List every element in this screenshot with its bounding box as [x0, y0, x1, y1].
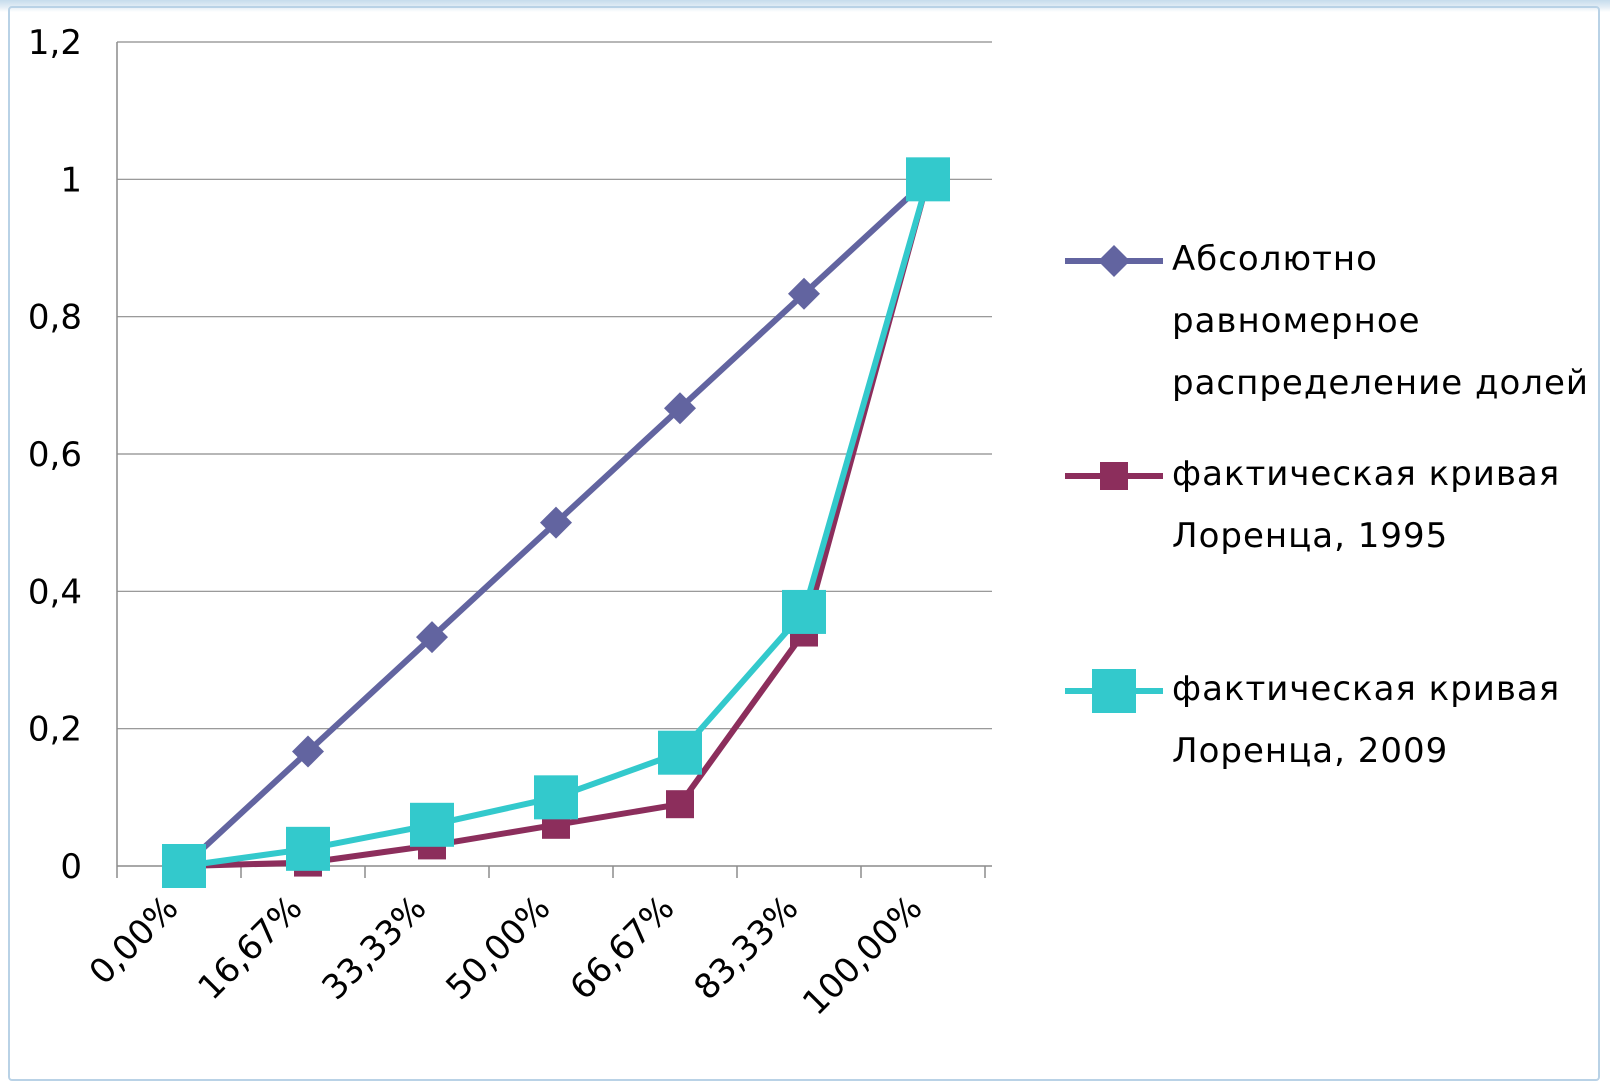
legend-swatch-marker	[1100, 462, 1128, 490]
data-point	[162, 844, 206, 888]
legend-entry: фактическая кривая Лоренца, 1995	[1065, 454, 1560, 556]
data-point	[540, 506, 572, 539]
x-tick-label: 33,33%	[314, 888, 434, 1008]
legend-label: Лоренца, 1995	[1172, 516, 1448, 556]
legend-swatch-marker	[1092, 669, 1136, 713]
data-point	[906, 157, 950, 202]
x-tick-label: 83,33%	[686, 888, 806, 1008]
legend: Абсолютно равномерное распределение долей ф…	[1065, 239, 1589, 771]
legend-label: фактическая кривая	[1172, 669, 1560, 709]
data-point	[292, 735, 324, 768]
slide-frame	[8, 6, 1600, 1081]
x-tick-label: 0,00%	[82, 888, 187, 993]
y-tick-label: 0,4	[28, 572, 82, 612]
series-group	[162, 157, 950, 888]
y-tick-label: 1,2	[28, 23, 82, 63]
x-tick-label: 100,00%	[795, 888, 930, 1023]
legend-label: Абсолютно	[1172, 239, 1378, 279]
legend-entry: Абсолютно равномерное распределение долей	[1065, 239, 1589, 403]
y-tick-label: 0,2	[28, 710, 82, 750]
y-tick-label: 0	[60, 847, 82, 887]
legend-label: равномерное	[1172, 301, 1421, 341]
legend-swatch-marker	[1098, 245, 1130, 277]
data-point	[416, 621, 448, 654]
legend-entry: фактическая кривая Лоренца, 2009	[1065, 669, 1560, 771]
data-point	[658, 730, 702, 775]
x-tick-label: 16,67%	[190, 888, 310, 1008]
legend-label: распределение долей	[1172, 363, 1589, 403]
y-tick-label: 0,8	[28, 298, 82, 338]
data-point	[410, 802, 454, 847]
data-point	[788, 277, 820, 310]
x-tick-label: 66,67%	[562, 888, 682, 1008]
data-point	[664, 392, 696, 425]
data-point	[286, 826, 330, 871]
y-tick-label: 1	[60, 160, 82, 200]
x-tick-label: 50,00%	[438, 888, 558, 1008]
y-tick-label: 0,6	[28, 435, 82, 475]
data-point	[534, 775, 578, 820]
series-3	[162, 157, 950, 888]
data-point	[782, 589, 826, 634]
legend-label: Лоренца, 2009	[1172, 731, 1448, 771]
legend-label: фактическая кривая	[1172, 454, 1560, 494]
data-point	[666, 790, 694, 819]
gridlines	[117, 41, 992, 730]
